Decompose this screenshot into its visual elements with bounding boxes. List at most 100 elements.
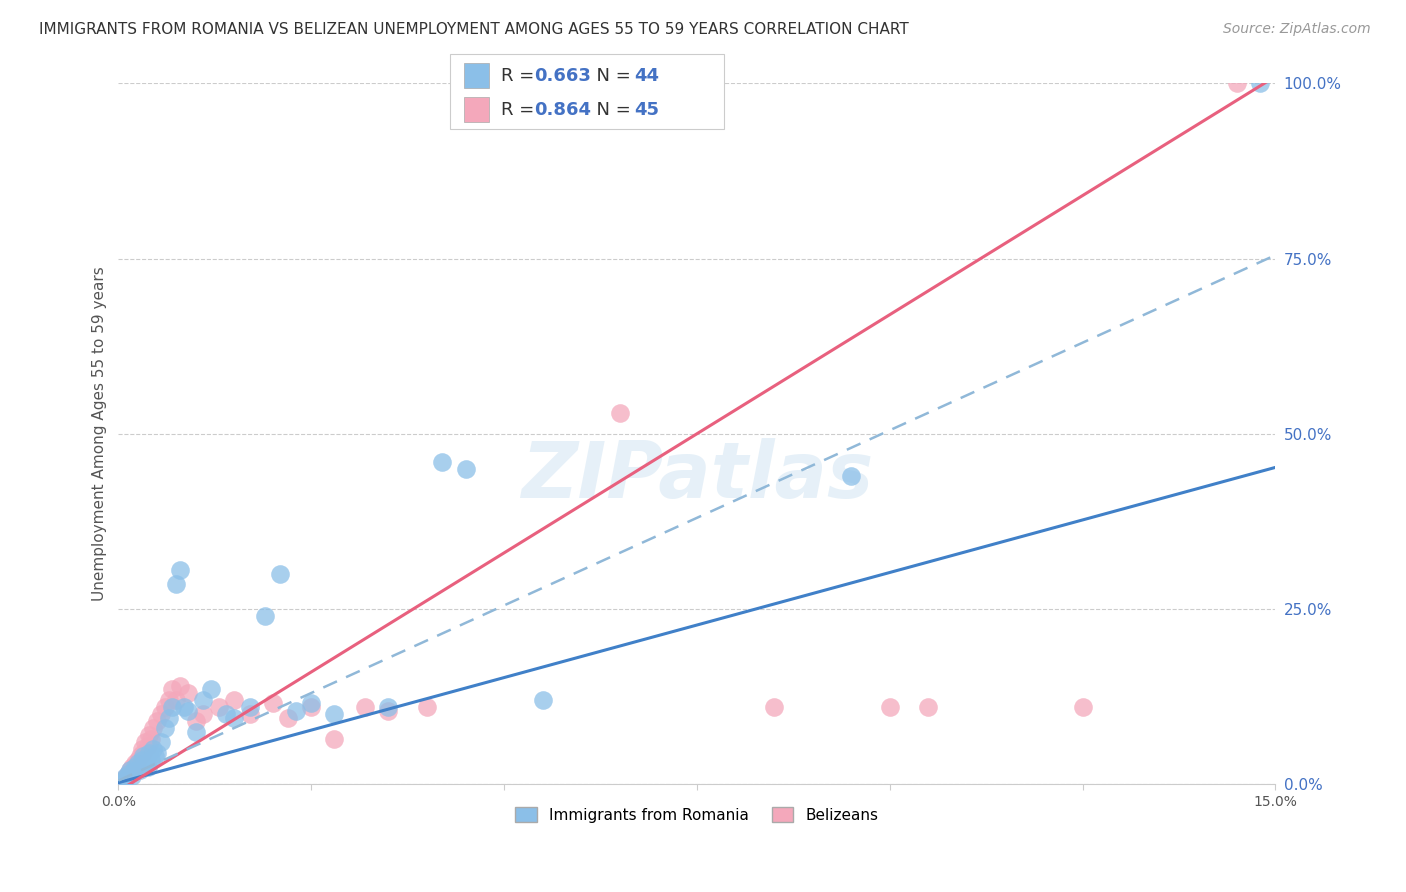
Point (134, 735, 156, 749)
Point (609, 406, 631, 420)
Text: N =: N = (585, 102, 637, 120)
Point (1226, 77, 1249, 91)
Text: 0.663: 0.663 (534, 67, 591, 86)
Text: 44: 44 (634, 67, 659, 86)
Point (224, 693, 246, 707)
Point (122, 764, 145, 779)
Point (432, 455, 454, 469)
Point (127, 753, 149, 767)
Point (145, 749, 167, 764)
Point (184, 714, 207, 728)
Point (262, 697, 284, 711)
Point (184, 724, 207, 739)
Point (124, 756, 146, 770)
Point (377, 704, 399, 718)
Point (132, 746, 155, 760)
Point (299, 700, 322, 714)
Point (117, 766, 139, 780)
Text: ZIPatlas: ZIPatlas (520, 438, 873, 514)
Point (215, 706, 238, 721)
Text: R =: R = (501, 67, 540, 86)
Point (162, 682, 184, 697)
Point (165, 577, 187, 591)
Point (354, 700, 377, 714)
Text: R =: R = (501, 102, 540, 120)
Point (177, 704, 200, 718)
Legend: Immigrants from Romania, Belizeans: Immigrants from Romania, Belizeans (509, 801, 884, 829)
Point (118, 763, 141, 777)
Point (149, 735, 172, 749)
Point (200, 682, 222, 697)
Point (269, 566, 291, 581)
Text: N =: N = (585, 67, 637, 86)
Point (531, 693, 554, 707)
Y-axis label: Unemployment Among Ages 55 to 59 years: Unemployment Among Ages 55 to 59 years (93, 267, 107, 601)
Point (114, 770, 136, 784)
Point (124, 759, 146, 773)
Point (114, 772, 136, 786)
Point (157, 710, 180, 724)
Text: IMMIGRANTS FROM ROMANIA VS BELIZEAN UNEMPLOYMENT AMONG AGES 55 TO 59 YEARS CORRE: IMMIGRANTS FROM ROMANIA VS BELIZEAN UNEM… (39, 22, 910, 37)
Point (153, 700, 176, 714)
Point (142, 721, 165, 735)
Point (138, 728, 160, 742)
Point (129, 749, 152, 764)
Point (127, 756, 149, 770)
Point (917, 700, 939, 714)
Point (153, 721, 176, 735)
Point (111, 775, 134, 789)
Point (284, 704, 307, 718)
Point (162, 700, 184, 714)
Point (136, 739, 159, 753)
Point (323, 731, 346, 746)
Point (146, 746, 169, 760)
Point (122, 764, 145, 779)
Point (165, 693, 187, 707)
Point (121, 759, 143, 773)
Point (377, 700, 399, 714)
Point (134, 756, 156, 770)
Point (149, 706, 172, 721)
Point (239, 706, 262, 721)
Point (131, 742, 153, 756)
Point (239, 700, 262, 714)
Point (169, 563, 191, 577)
Point (169, 679, 191, 693)
Point (763, 700, 786, 714)
Point (131, 753, 153, 767)
Point (129, 763, 152, 777)
Point (142, 742, 165, 756)
Point (115, 770, 138, 784)
Point (253, 608, 276, 623)
Point (193, 693, 215, 707)
Point (136, 759, 159, 773)
Point (839, 468, 862, 483)
Point (173, 700, 195, 714)
Point (139, 731, 162, 746)
Point (121, 769, 143, 783)
Point (299, 697, 322, 711)
Point (224, 710, 246, 724)
Point (118, 763, 141, 777)
Point (177, 686, 200, 700)
Point (157, 693, 180, 707)
Point (132, 749, 155, 764)
Point (323, 706, 346, 721)
Point (111, 773, 134, 788)
Point (139, 753, 162, 767)
Point (117, 766, 139, 780)
Point (146, 714, 169, 728)
Point (138, 746, 160, 760)
Point (416, 700, 439, 714)
Point (454, 462, 477, 476)
Point (1249, 77, 1271, 91)
Point (454, 77, 477, 91)
Point (208, 700, 231, 714)
Point (277, 710, 299, 724)
Point (193, 706, 215, 721)
Text: 0.864: 0.864 (534, 102, 592, 120)
Text: Source: ZipAtlas.com: Source: ZipAtlas.com (1223, 22, 1371, 37)
Point (531, 77, 554, 91)
Point (1071, 700, 1094, 714)
Point (879, 700, 901, 714)
